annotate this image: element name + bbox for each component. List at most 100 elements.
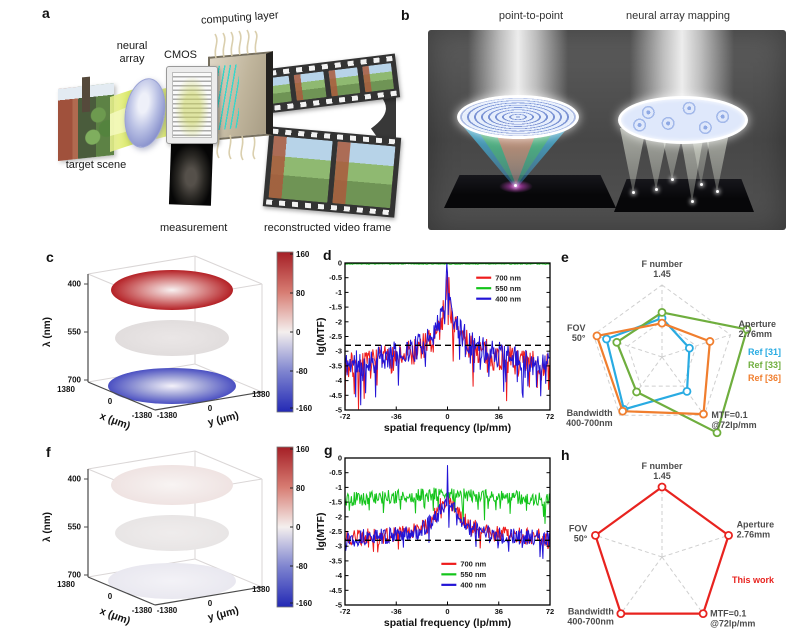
svg-text:0: 0 (445, 607, 449, 616)
svg-text:-5: -5 (335, 406, 342, 415)
label-target-scene: target scene (65, 159, 127, 171)
svg-text:-1380: -1380 (132, 411, 153, 420)
svg-text:36: 36 (495, 412, 503, 421)
panel-b-mapping-comparison: point-to-point neural array mapping (398, 2, 792, 242)
focus-spot (514, 184, 517, 187)
svg-text:MTF=0.1: MTF=0.1 (711, 410, 747, 420)
svg-text:700 nm: 700 nm (460, 560, 486, 569)
svg-text:1.45: 1.45 (653, 471, 671, 481)
svg-text:-3.5: -3.5 (329, 361, 342, 370)
panel-a-system-schematic: computing layer neural array CMOS target… (8, 2, 402, 242)
svg-text:1.45: 1.45 (653, 269, 671, 279)
svg-text:@72lp/mm: @72lp/mm (710, 619, 755, 629)
svg-text:-3: -3 (335, 542, 342, 551)
svg-text:-160: -160 (296, 404, 313, 413)
svg-text:-1380: -1380 (132, 606, 153, 615)
svg-text:F number: F number (641, 461, 682, 471)
svg-text:400: 400 (68, 475, 82, 484)
svg-text:MTF=0.1: MTF=0.1 (710, 609, 746, 619)
svg-text:Ref [33]: Ref [33] (748, 360, 781, 370)
panel-h-radar-chart: F number 1.45 Aperture 2.76mm MTF=0.1 @72lp/m… (558, 441, 795, 641)
svg-text:1380: 1380 (252, 390, 270, 399)
svg-text:1380: 1380 (57, 580, 75, 589)
svg-text:spatial frequency (lp/mm): spatial frequency (lp/mm) (384, 617, 511, 629)
letter-c: c (46, 249, 54, 265)
svg-text:Ref [36]: Ref [36] (748, 373, 781, 383)
svg-text:-4: -4 (335, 571, 342, 580)
svg-text:-1.5: -1.5 (329, 498, 342, 507)
svg-text:This work: This work (732, 575, 775, 585)
svg-text:2.76mm: 2.76mm (738, 329, 772, 339)
chart-svg-d: -72 -36 0 36 72 0 -0.5 -1 -1.5 -2 -2.5 -3 -3.5 -4 -4.5… (315, 259, 554, 435)
svg-text:F number: F number (641, 259, 682, 269)
svg-text:Bandwidth: Bandwidth (568, 607, 614, 617)
chart-svg-g: -72 -36 0 36 72 0 -0.5 -1 -1.5 -2 -2.5 -3 -3.5 -4 -4.5… (315, 454, 554, 630)
focus-spot (691, 200, 694, 203)
svg-text:700: 700 (68, 571, 82, 580)
svg-text:550 nm: 550 nm (460, 570, 486, 579)
svg-text:400 nm: 400 nm (495, 294, 521, 303)
svg-text:-1380: -1380 (157, 606, 178, 615)
svg-text:160: 160 (296, 445, 310, 454)
svg-text:-0.5: -0.5 (329, 273, 342, 282)
svg-text:0: 0 (108, 592, 113, 601)
svg-text:-4.5: -4.5 (329, 586, 342, 595)
svg-text:72: 72 (546, 607, 554, 616)
svg-text:-72: -72 (340, 607, 351, 616)
metalens-neural-array (618, 96, 748, 144)
svg-text:-1.5: -1.5 (329, 303, 342, 312)
svg-text:-2.5: -2.5 (329, 332, 342, 341)
panel-d-mtf-chart: -72 -36 0 36 72 0 -0.5 -1 -1.5 -2 -2.5 -3 -3.5 -4 -4.5… (315, 246, 565, 444)
svg-text:Bandwidth: Bandwidth (567, 408, 613, 418)
svg-text:λ (nm): λ (nm) (42, 512, 53, 542)
letter-e: e (561, 249, 569, 265)
svg-text:2.76mm: 2.76mm (737, 529, 771, 539)
letter-g: g (324, 442, 333, 458)
svg-text:72: 72 (546, 412, 554, 421)
svg-text:-2: -2 (335, 512, 342, 521)
svg-text:-3.5: -3.5 (329, 556, 342, 565)
svg-text:Aperture: Aperture (738, 319, 776, 329)
letter-d: d (323, 247, 332, 263)
svg-text:550 nm: 550 nm (495, 284, 521, 293)
svg-text:0: 0 (208, 599, 213, 608)
svg-text:-1: -1 (335, 483, 342, 492)
svg-text:lg(MTF): lg(MTF) (315, 318, 327, 356)
svg-text:36: 36 (495, 607, 503, 616)
focus-spot (716, 190, 719, 193)
letter-b: b (401, 7, 410, 23)
label-reconstructed: reconstructed video frame (264, 222, 392, 234)
svg-text:-4.5: -4.5 (329, 391, 342, 400)
svg-text:0: 0 (108, 397, 113, 406)
comparison-stage (428, 30, 786, 230)
svg-text:-5: -5 (335, 601, 342, 610)
svg-text:700: 700 (68, 376, 82, 385)
svg-text:-80: -80 (296, 562, 308, 571)
svg-text:-36: -36 (391, 412, 402, 421)
svg-text:spatial frequency (lp/mm): spatial frequency (lp/mm) (384, 422, 511, 434)
svg-text:-72: -72 (340, 412, 351, 421)
svg-text:@72lp/mm: @72lp/mm (711, 420, 756, 430)
svg-text:FOV: FOV (567, 323, 586, 333)
svg-text:400 nm: 400 nm (460, 581, 486, 590)
letter-h: h (561, 447, 570, 463)
label-cmos: CMOS (164, 49, 197, 61)
svg-text:0: 0 (296, 328, 301, 337)
svg-text:FOV: FOV (569, 523, 588, 533)
svg-text:400-700nm: 400-700nm (566, 418, 613, 428)
sensor-plane-left (444, 175, 616, 208)
svg-text:700 nm: 700 nm (495, 273, 521, 282)
svg-text:0: 0 (338, 454, 342, 463)
svg-text:-3: -3 (335, 347, 342, 356)
svg-text:400-700nm: 400-700nm (567, 617, 614, 627)
svg-text:80: 80 (296, 289, 305, 298)
focus-spot (700, 183, 703, 186)
svg-text:Ref [31]: Ref [31] (748, 347, 781, 357)
label-measurement: measurement (160, 222, 228, 234)
panel-f-phase-profile-chart: 400 550 700 1380 0 -1380 -1380 0 1380 x (μm) y (μm… (30, 441, 315, 639)
svg-text:1380: 1380 (252, 585, 270, 594)
svg-text:550: 550 (68, 328, 82, 337)
